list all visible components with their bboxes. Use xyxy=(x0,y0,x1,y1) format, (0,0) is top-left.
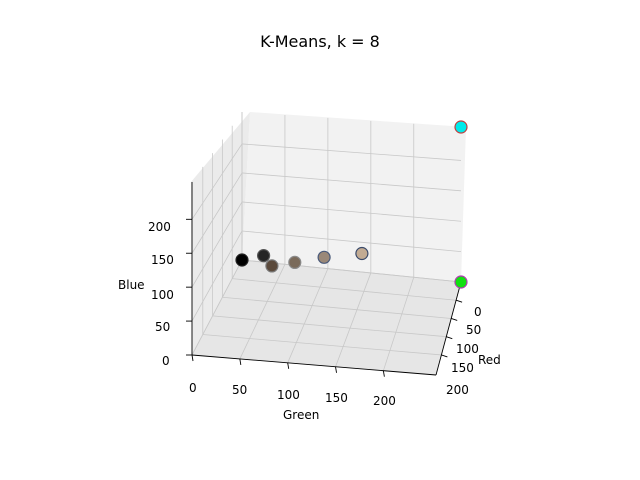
x-tick-3: 150 xyxy=(451,361,474,375)
y-tick-0: 0 xyxy=(189,381,197,395)
green-axis-line xyxy=(191,354,437,376)
z-tick-3: 150 xyxy=(151,253,174,267)
x-tick-4: 200 xyxy=(446,383,469,397)
cluster-point-3 xyxy=(288,255,302,269)
x-tick-1: 50 xyxy=(466,323,481,337)
back-pane xyxy=(242,112,466,282)
red-tick-mark xyxy=(441,354,448,358)
y-tick-4: 200 xyxy=(373,394,396,408)
z-tick-1: 50 xyxy=(155,320,170,334)
grid-lines xyxy=(191,112,462,371)
x-tick-2: 100 xyxy=(456,342,479,356)
red-tick-mark xyxy=(455,299,463,303)
back-gridline-blue xyxy=(241,143,462,161)
left-gridline-blue xyxy=(191,259,243,356)
z-tick-4: 200 xyxy=(148,220,171,234)
z-axis-label: Blue xyxy=(118,278,145,292)
x-tick-0: 0 xyxy=(474,305,482,319)
left-gridline-blue xyxy=(191,230,243,322)
floor-gridline-green xyxy=(382,277,415,371)
floor-gridline-red xyxy=(232,278,457,301)
x-axis-label: Red xyxy=(478,353,501,367)
cluster-point-6 xyxy=(454,275,468,289)
red-tick-mark xyxy=(451,318,458,321)
floor-gridline-green xyxy=(287,268,329,364)
left-gridline-blue xyxy=(191,143,243,220)
y-tick-1: 50 xyxy=(232,383,247,397)
back-gridline-blue xyxy=(241,201,462,222)
green-tick-mark xyxy=(287,362,290,369)
green-tick-mark xyxy=(239,358,242,365)
cluster-point-5 xyxy=(355,246,369,261)
y-axis-label: Green xyxy=(283,408,319,422)
floor-gridline-green xyxy=(239,264,286,360)
left-gridline-blue xyxy=(191,201,243,288)
floor-gridline-red xyxy=(222,296,452,319)
left-pane xyxy=(191,112,250,355)
floor-gridline-red xyxy=(212,315,447,338)
cluster-point-4 xyxy=(317,250,331,264)
back-gridline-blue xyxy=(241,230,462,253)
left-gridline-blue xyxy=(191,172,243,254)
green-tick-mark xyxy=(335,366,337,373)
y-tick-3: 150 xyxy=(325,391,348,405)
z-tick-0: 0 xyxy=(162,354,170,368)
green-tick-mark xyxy=(191,354,194,362)
y-tick-2: 100 xyxy=(277,388,300,402)
cluster-point-0 xyxy=(235,253,249,267)
floor-gridline-red xyxy=(202,334,442,356)
back-gridline-blue xyxy=(241,259,462,283)
data-points xyxy=(235,120,468,289)
green-tick-mark xyxy=(382,370,385,377)
chart-title: K-Means, k = 8 xyxy=(260,32,380,51)
back-gridline-blue xyxy=(241,172,462,192)
red-axis-line xyxy=(435,281,462,376)
cluster-point-2 xyxy=(265,259,279,273)
floor-pane xyxy=(192,260,461,375)
cluster-point-7 xyxy=(454,120,468,134)
floor-gridline-green xyxy=(335,272,372,367)
red-tick-mark xyxy=(446,336,453,340)
cluster-point-1 xyxy=(257,249,271,263)
z-tick-2: 100 xyxy=(151,288,174,302)
